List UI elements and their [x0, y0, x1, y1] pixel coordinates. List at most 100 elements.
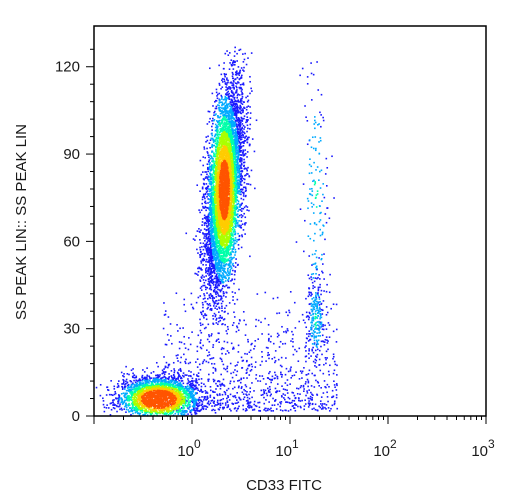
data-point [221, 272, 224, 274]
data-point [261, 356, 264, 358]
data-point [177, 376, 180, 378]
data-point [198, 390, 201, 393]
data-point [212, 119, 215, 122]
data-point [171, 388, 174, 391]
data-point [211, 143, 214, 146]
data-point [219, 406, 221, 409]
data-point [177, 378, 179, 380]
data-point [230, 240, 232, 243]
data-point [294, 327, 297, 329]
data-point [208, 201, 211, 204]
data-point [144, 410, 146, 412]
data-point [235, 106, 237, 108]
data-points [95, 46, 339, 417]
data-point [240, 136, 243, 139]
data-point [226, 50, 228, 52]
data-point [242, 101, 245, 103]
data-point [181, 409, 184, 412]
data-point [209, 205, 212, 208]
data-point [211, 271, 214, 274]
data-point [232, 299, 234, 301]
data-point [232, 108, 234, 111]
data-point [232, 86, 234, 89]
data-point [180, 377, 183, 380]
data-point [220, 299, 222, 301]
data-point [211, 409, 213, 412]
data-point [226, 87, 229, 89]
data-point [220, 358, 223, 361]
data-point [219, 394, 221, 396]
data-point [231, 71, 234, 74]
data-point [242, 229, 245, 231]
data-point [278, 334, 280, 337]
data-point [203, 224, 206, 226]
data-point [215, 91, 218, 94]
data-point [231, 104, 233, 106]
data-point [203, 281, 206, 284]
data-point [302, 250, 305, 253]
data-point [187, 407, 189, 410]
data-point [234, 161, 237, 164]
data-point [199, 231, 201, 233]
data-point [234, 100, 237, 103]
data-point [178, 379, 180, 382]
data-point [195, 412, 197, 414]
data-point [208, 219, 211, 221]
data-point [200, 276, 203, 278]
data-point [183, 298, 186, 301]
data-point [227, 95, 230, 98]
data-point [197, 405, 200, 408]
data-point [229, 246, 231, 248]
data-point [216, 131, 219, 133]
data-point [202, 344, 204, 347]
data-point [240, 158, 242, 160]
data-point [187, 348, 190, 351]
data-point [208, 233, 211, 235]
data-point [289, 370, 292, 372]
data-point [191, 399, 194, 401]
data-point [211, 175, 214, 177]
data-point [245, 393, 247, 396]
data-point [212, 207, 214, 210]
data-point [212, 243, 215, 246]
data-point [227, 125, 230, 128]
data-point [217, 408, 220, 410]
data-point [241, 188, 244, 191]
data-point [210, 262, 212, 265]
data-point [323, 344, 326, 346]
data-point [328, 324, 331, 326]
data-point [224, 52, 227, 55]
data-point [234, 211, 237, 213]
data-point [127, 389, 129, 392]
data-point [185, 232, 188, 235]
data-point [219, 251, 222, 254]
data-point [214, 134, 217, 137]
data-point [122, 401, 125, 404]
data-point [259, 409, 262, 412]
data-point [180, 356, 182, 359]
data-point [213, 220, 216, 223]
data-point [242, 118, 244, 120]
data-point [145, 376, 147, 379]
data-point [224, 115, 226, 117]
data-point [236, 392, 239, 394]
data-point [289, 408, 292, 411]
data-point [325, 306, 328, 308]
data-point [233, 278, 236, 281]
data-point [224, 122, 227, 125]
data-point [199, 242, 202, 244]
data-point [241, 170, 243, 172]
data-point [213, 253, 215, 255]
data-point [177, 360, 179, 362]
data-point [179, 377, 182, 380]
data-point [255, 405, 258, 408]
data-point [243, 158, 245, 161]
data-point [224, 112, 227, 115]
data-point [308, 349, 310, 352]
data-point [224, 96, 227, 99]
data-point [182, 392, 185, 395]
data-point [272, 342, 275, 345]
data-point [227, 87, 230, 90]
data-point [157, 376, 160, 379]
data-point [159, 412, 162, 414]
